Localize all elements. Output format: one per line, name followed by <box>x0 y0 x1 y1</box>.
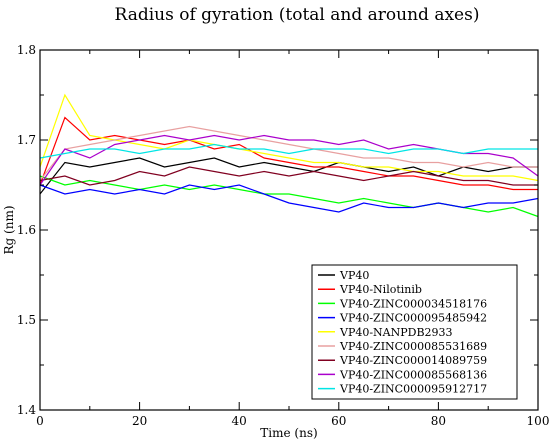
y-tick-label: 1.8 <box>17 43 36 57</box>
chart-title: Radius of gyration (total and around axe… <box>115 5 480 25</box>
x-tick-label: 100 <box>527 414 550 428</box>
series-line-7 <box>39 166 538 186</box>
x-tick-label: 0 <box>36 414 44 428</box>
series-line-1 <box>39 157 538 195</box>
plot-lines <box>39 93 539 218</box>
series-line-6 <box>39 125 538 181</box>
y-tick-label: 1.5 <box>17 313 36 327</box>
x-tick-label: 60 <box>331 414 346 428</box>
y-tick-label: 1.4 <box>17 403 36 417</box>
legend-box <box>311 264 518 400</box>
legend-label: VP40-ZINC000085531689 <box>339 340 487 353</box>
legend-label: VP40-ZINC000034518176 <box>339 297 487 310</box>
legend-label: VP40-NANPDB2933 <box>339 326 453 339</box>
x-tick-label: 40 <box>232 414 247 428</box>
series-line-8 <box>39 134 539 186</box>
series-line-9 <box>39 143 538 159</box>
x-tick-label: 20 <box>132 414 147 428</box>
y-axis-label: Rg (nm) <box>2 205 16 254</box>
x-ticks: 0 20 40 60 80 100 <box>36 50 549 428</box>
legend-label: VP40-ZINC000085568136 <box>339 368 487 381</box>
x-tick-label: 80 <box>431 414 446 428</box>
legend-label: VP40-ZINC000095485942 <box>339 312 487 325</box>
legend-label: VP40-ZINC000095912717 <box>339 383 487 396</box>
series-line-5 <box>39 93 539 182</box>
legend-label: VP40-ZINC000014089759 <box>339 354 487 367</box>
y-tick-label: 1.7 <box>17 133 36 147</box>
series-line-3 <box>39 175 539 218</box>
y-tick-label: 1.6 <box>17 223 36 237</box>
series-line-4 <box>39 184 539 213</box>
x-axis-label: Time (ns) <box>260 426 317 440</box>
y-ticks: 1.4 1.5 1.6 1.7 1.8 <box>17 43 538 417</box>
legend-label: VP40 <box>339 269 369 282</box>
series-line-2 <box>39 116 538 191</box>
legend-label: VP40-Nilotinib <box>339 283 422 296</box>
